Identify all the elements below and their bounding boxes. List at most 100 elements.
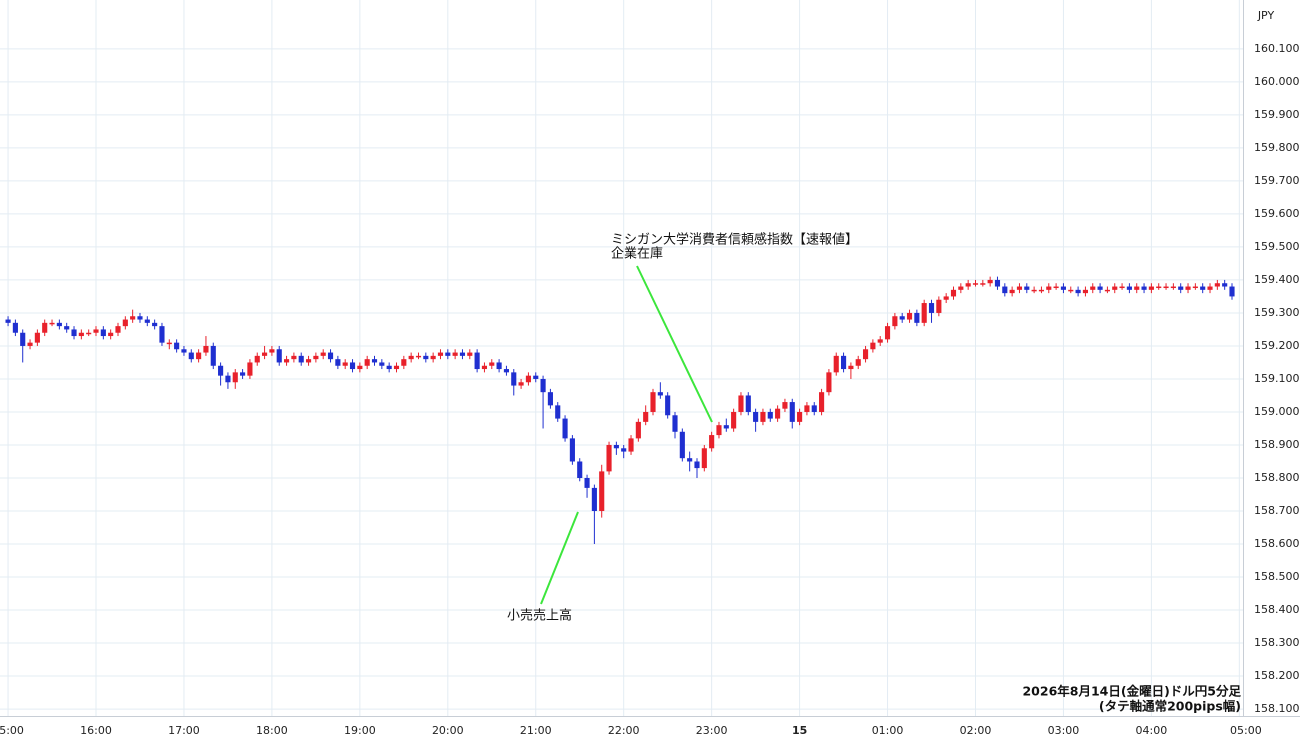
candle-body (797, 411, 803, 422)
candle-body (489, 362, 495, 366)
candle-body (437, 352, 444, 356)
candle-body (877, 339, 883, 343)
x-tick-label: 17:00 (168, 724, 200, 737)
candle-body (42, 322, 48, 333)
y-tick-label: 159.600 (1254, 207, 1300, 220)
candle-body (906, 312, 913, 320)
candle-body (174, 342, 180, 350)
candle-body (884, 326, 891, 340)
candle-body (115, 326, 121, 333)
time-axis (0, 716, 1243, 745)
x-tick-label: 04:00 (1136, 724, 1168, 737)
candle-body (313, 355, 319, 360)
candle-body (1038, 289, 1045, 292)
candle-body (291, 355, 297, 360)
candle-body (1134, 286, 1140, 290)
candle-body (305, 359, 312, 363)
x-tick-label: 18:00 (256, 724, 288, 737)
annotation: 企業在庫 (611, 246, 663, 262)
candle-body (862, 349, 869, 360)
y-tick-label: 159.000 (1254, 405, 1300, 418)
y-tick-label: 159.300 (1254, 306, 1300, 319)
candle-body (262, 352, 268, 356)
candle-body (892, 316, 898, 327)
candle-body (327, 352, 334, 360)
grid (0, 0, 1243, 716)
candle-body (445, 352, 451, 356)
price-axis (1243, 0, 1300, 745)
candle-body (848, 365, 854, 370)
candle-body (1075, 289, 1081, 294)
candle-body (1009, 289, 1015, 294)
candle-body (650, 392, 656, 412)
candle-body (775, 408, 781, 419)
candle-body (12, 322, 18, 333)
candle-body (1119, 286, 1125, 289)
candle-body (870, 342, 876, 350)
y-tick-label: 160.000 (1254, 75, 1300, 88)
x-tick-label: 16:00 (80, 724, 112, 737)
x-tick-label: 19:00 (344, 724, 376, 737)
candle-body (826, 372, 832, 393)
candle-body (767, 411, 773, 419)
candle-body (1090, 286, 1096, 290)
candle-body (430, 355, 436, 360)
y-tick-label: 158.500 (1254, 570, 1300, 583)
candle-body (760, 411, 766, 422)
candle-body (335, 359, 341, 366)
candle-body (144, 319, 150, 323)
caption: 2026年8月14日(金曜日)ドル円5分足 (1022, 684, 1241, 699)
candle-body (547, 392, 553, 406)
x-tick-label: 20:00 (432, 724, 464, 737)
y-tick-label: 159.400 (1254, 273, 1300, 286)
candle-body (1053, 286, 1059, 289)
candle-body (540, 378, 546, 393)
candle-body (320, 352, 326, 356)
candle-body (240, 372, 246, 376)
candle-body (64, 326, 70, 330)
candle-body (1163, 286, 1169, 289)
y-tick-label: 158.800 (1254, 471, 1300, 484)
candle-body (643, 411, 649, 422)
candle-body (474, 352, 480, 370)
candle-body (1178, 286, 1184, 290)
candle-body (701, 448, 707, 469)
caption: (タテ軸通常200pips幅) (1099, 699, 1241, 714)
candle-body (525, 375, 531, 383)
candle-body (254, 355, 260, 363)
candle-body (745, 395, 751, 412)
candle-body (481, 365, 488, 370)
candle-body (1200, 286, 1206, 290)
candle-body (181, 349, 187, 353)
x-tick-label: 15:00 (0, 724, 24, 737)
candle-body (511, 372, 517, 386)
candle-body (1097, 286, 1103, 290)
candle-body (943, 296, 949, 300)
candle-body (49, 322, 55, 325)
y-tick-label: 160.100 (1254, 42, 1300, 55)
y-tick-label: 159.900 (1254, 108, 1300, 121)
candle-body (950, 289, 957, 297)
candle-body (503, 369, 509, 373)
candle-body (379, 362, 385, 366)
candle-body (401, 359, 407, 366)
candle-body (78, 332, 84, 337)
y-tick-label: 159.200 (1254, 339, 1300, 352)
candle-body (914, 312, 920, 323)
candle-body (665, 395, 671, 416)
candle-body (459, 352, 466, 356)
candle-body (980, 283, 986, 285)
candle-body (569, 438, 575, 462)
candle-body (987, 279, 993, 284)
candle-body (921, 303, 927, 323)
candle-body (130, 316, 136, 320)
candle-body (137, 316, 143, 320)
y-tick-label: 158.600 (1254, 537, 1300, 550)
y-tick-label: 158.400 (1254, 603, 1300, 616)
candle-body (152, 322, 158, 327)
candle-body (819, 392, 825, 412)
candle-body (1104, 289, 1110, 292)
x-tick-label: 05:00 (1230, 724, 1262, 737)
y-tick-label: 158.700 (1254, 504, 1300, 517)
candle-body (56, 322, 62, 327)
